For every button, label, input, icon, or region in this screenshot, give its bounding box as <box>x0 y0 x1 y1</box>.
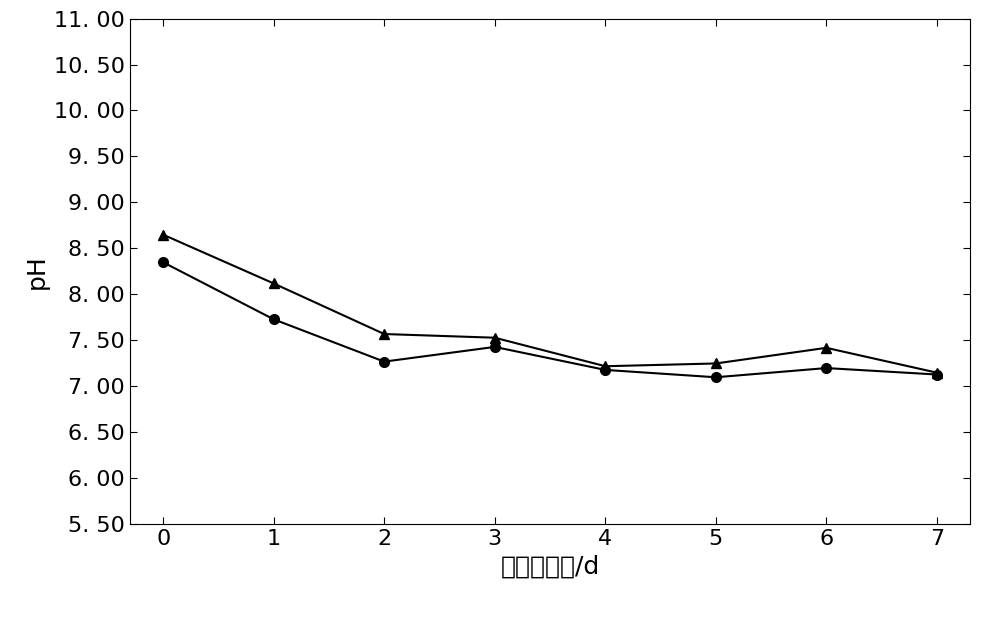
X-axis label: 预处理时间/d: 预处理时间/d <box>500 555 600 579</box>
Y-axis label: pH: pH <box>25 254 49 289</box>
